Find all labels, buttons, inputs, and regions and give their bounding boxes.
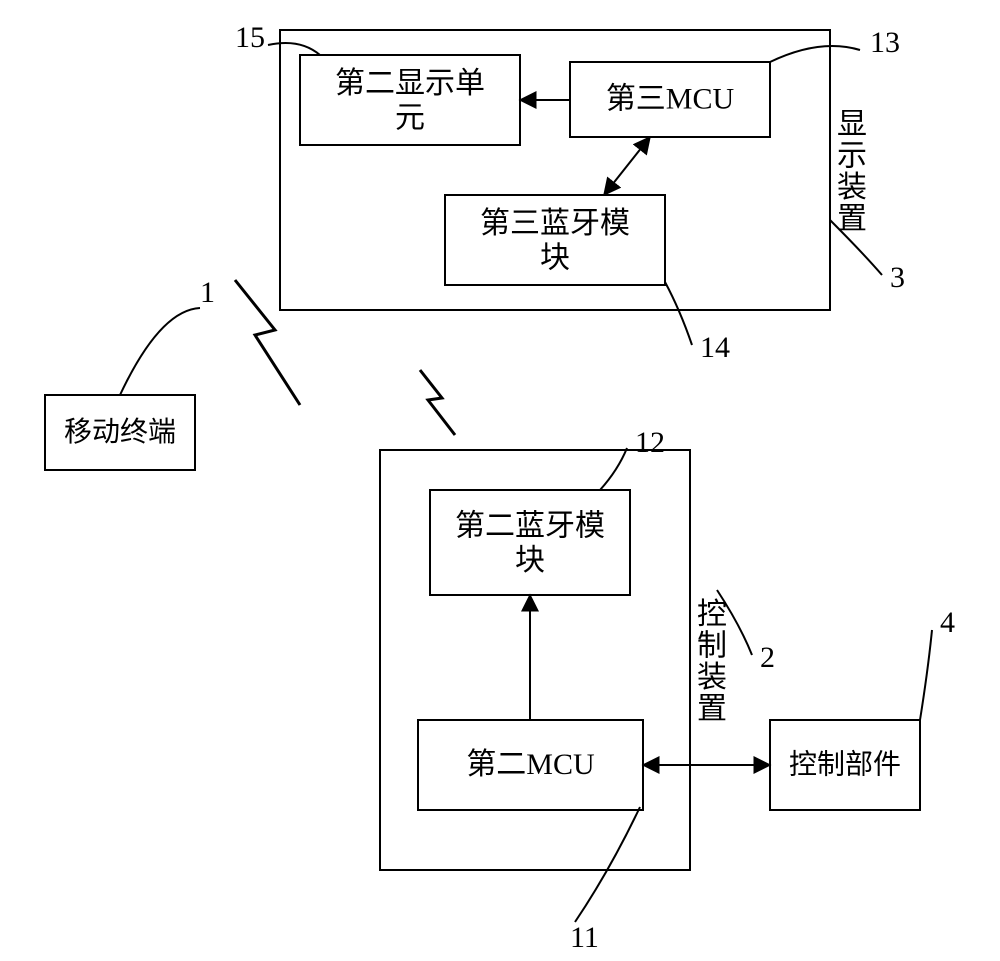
node-second-bt: 第二蓝牙模块 [430,490,630,595]
svg-text:控制部件: 控制部件 [789,748,901,780]
svg-text:移动终端: 移动终端 [64,416,176,448]
node-control-part: 控制部件 [770,720,920,810]
svg-text:第二MCU: 第二MCU [466,748,595,781]
node-mobile-terminal: 移动终端 [45,395,195,470]
ref-2: 2 [760,641,775,674]
leader-1 [120,308,200,395]
ref-11: 11 [570,921,599,954]
node-second-mcu: 第二MCU [418,720,643,810]
leader-4 [920,630,932,720]
ref-12: 12 [635,426,665,459]
svg-text:第三MCU: 第三MCU [606,82,735,115]
label-control-device: 控制装置 [697,598,727,726]
node-second-display-unit: 第二显示单元 [300,55,520,145]
ref-1: 1 [200,276,215,309]
ref-4: 4 [940,606,955,639]
node-third-mcu: 第三MCU [570,62,770,137]
ref-13: 13 [870,26,900,59]
wireless-icon-1 [420,370,455,435]
label-display-device: 显示装置 [837,108,867,236]
ref-3: 3 [890,261,905,294]
ref-14: 14 [700,331,730,364]
ref-15: 15 [235,21,265,54]
node-third-bt: 第三蓝牙模块 [445,195,665,285]
